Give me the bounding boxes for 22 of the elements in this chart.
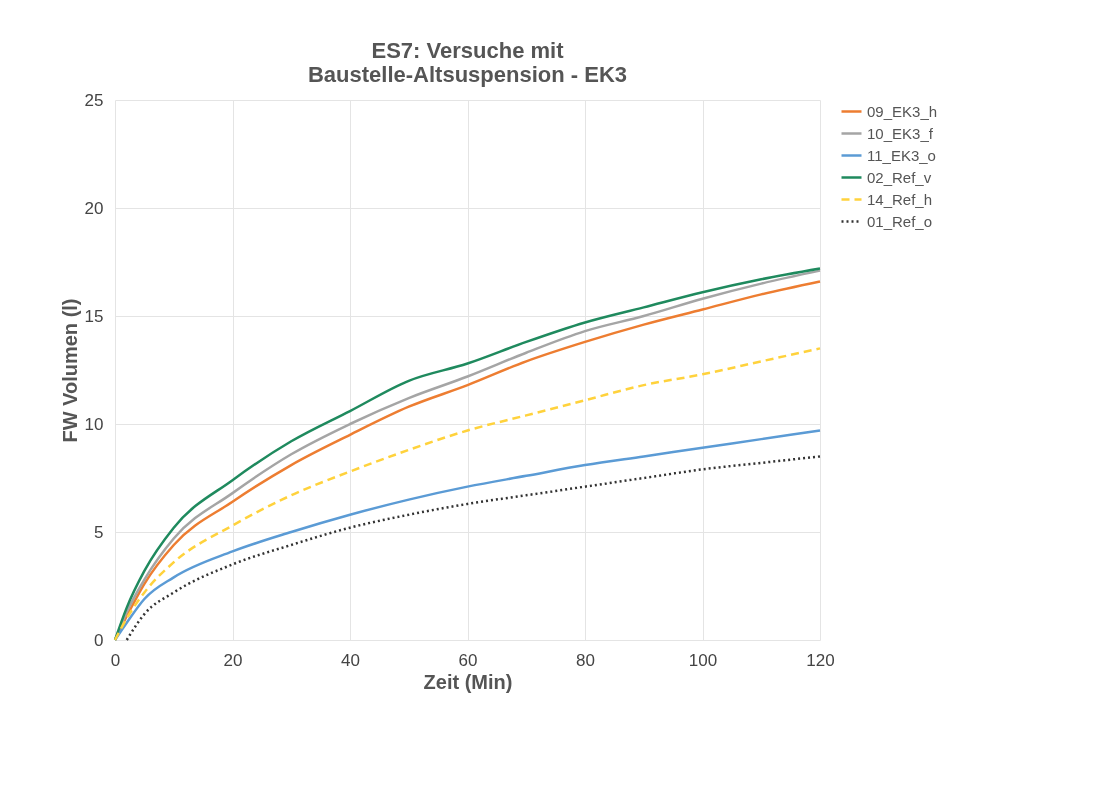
x-tick-label: 40 — [341, 650, 360, 670]
y-tick-label: 0 — [94, 630, 104, 650]
y-tick-label: 15 — [84, 306, 104, 326]
x-tick-label: 120 — [806, 650, 835, 670]
x-axis-title: Zeit (Min) — [423, 670, 513, 693]
legend-label: 02_Ref_v — [867, 168, 932, 186]
y-tick-label: 25 — [84, 90, 104, 110]
x-tick-label: 80 — [576, 650, 595, 670]
chart-title: ES7: Versuche mit Baustelle-Altsuspension - EK3 — [307, 38, 628, 87]
legend-label: 14_Ref_h — [867, 190, 933, 208]
x-tick-label: 100 — [688, 650, 718, 670]
x-tick-label: 60 — [458, 650, 478, 670]
y-tick-label: 20 — [84, 198, 104, 218]
y-axis-title: FW Volumen (l) — [58, 298, 81, 443]
legend-label: 11_EK3_o — [867, 146, 936, 164]
legend-label: 10_EK3_f — [867, 124, 934, 142]
x-tick-label: 20 — [223, 650, 243, 670]
legend-label: 01_Ref_o — [867, 212, 933, 230]
y-tick-label: 5 — [94, 522, 104, 542]
y-tick-label: 10 — [84, 414, 104, 434]
legend-label: 09_EK3_h — [867, 102, 938, 120]
x-tick-label: 0 — [110, 650, 121, 670]
